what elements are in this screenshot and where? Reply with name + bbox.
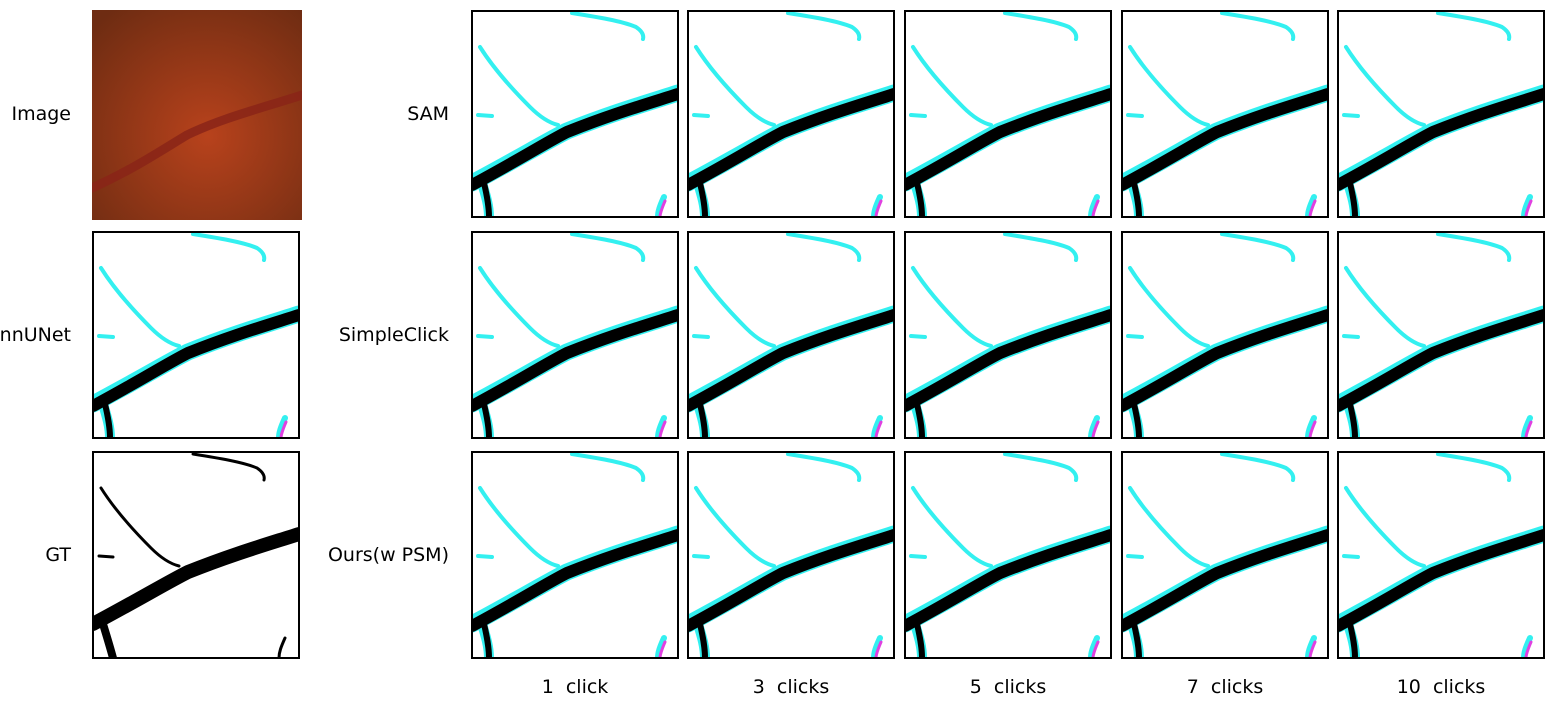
gt-panel bbox=[92, 451, 300, 659]
row-label-sam: SAM bbox=[407, 103, 449, 125]
panel-sam-1-click bbox=[471, 10, 679, 218]
row-label-gt: GT bbox=[45, 544, 71, 566]
panel-ours-psm-1-click bbox=[471, 451, 679, 659]
column-label-5-clicks: 5 clicks bbox=[969, 676, 1047, 698]
row-label-simpleclick: SimpleClick bbox=[338, 324, 449, 346]
panel-sam-10-clicks bbox=[1337, 10, 1545, 218]
panel-simpleclick-7-clicks bbox=[1121, 231, 1329, 439]
panel-sam-3-clicks bbox=[687, 10, 895, 218]
fundus-background bbox=[92, 10, 302, 220]
column-label-1-click: 1 click bbox=[541, 676, 609, 698]
row-label-ours-psm: Ours(w PSM) bbox=[327, 544, 449, 566]
panel-ours-psm-5-clicks bbox=[904, 451, 1112, 659]
panel-ours-psm-10-clicks bbox=[1337, 451, 1545, 659]
column-label-3-clicks: 3 clicks bbox=[752, 676, 830, 698]
panel-simpleclick-10-clicks bbox=[1337, 231, 1545, 439]
panel-ours-psm-7-clicks bbox=[1121, 451, 1329, 659]
panel-simpleclick-1-click bbox=[471, 231, 679, 439]
fundus-vessel bbox=[92, 90, 302, 193]
column-label-10-clicks: 10 clicks bbox=[1396, 676, 1486, 698]
column-label-7-clicks: 7 clicks bbox=[1186, 676, 1264, 698]
panel-simpleclick-3-clicks bbox=[687, 231, 895, 439]
panel-simpleclick-5-clicks bbox=[904, 231, 1112, 439]
row-label-nnunet: nnUNet bbox=[0, 324, 71, 346]
panel-sam-7-clicks bbox=[1121, 10, 1329, 218]
fundus-image-panel bbox=[92, 10, 302, 220]
panel-sam-5-clicks bbox=[904, 10, 1112, 218]
nnunet-panel bbox=[92, 231, 300, 439]
panel-ours-psm-3-clicks bbox=[687, 451, 895, 659]
row-label-image: Image bbox=[11, 103, 71, 125]
